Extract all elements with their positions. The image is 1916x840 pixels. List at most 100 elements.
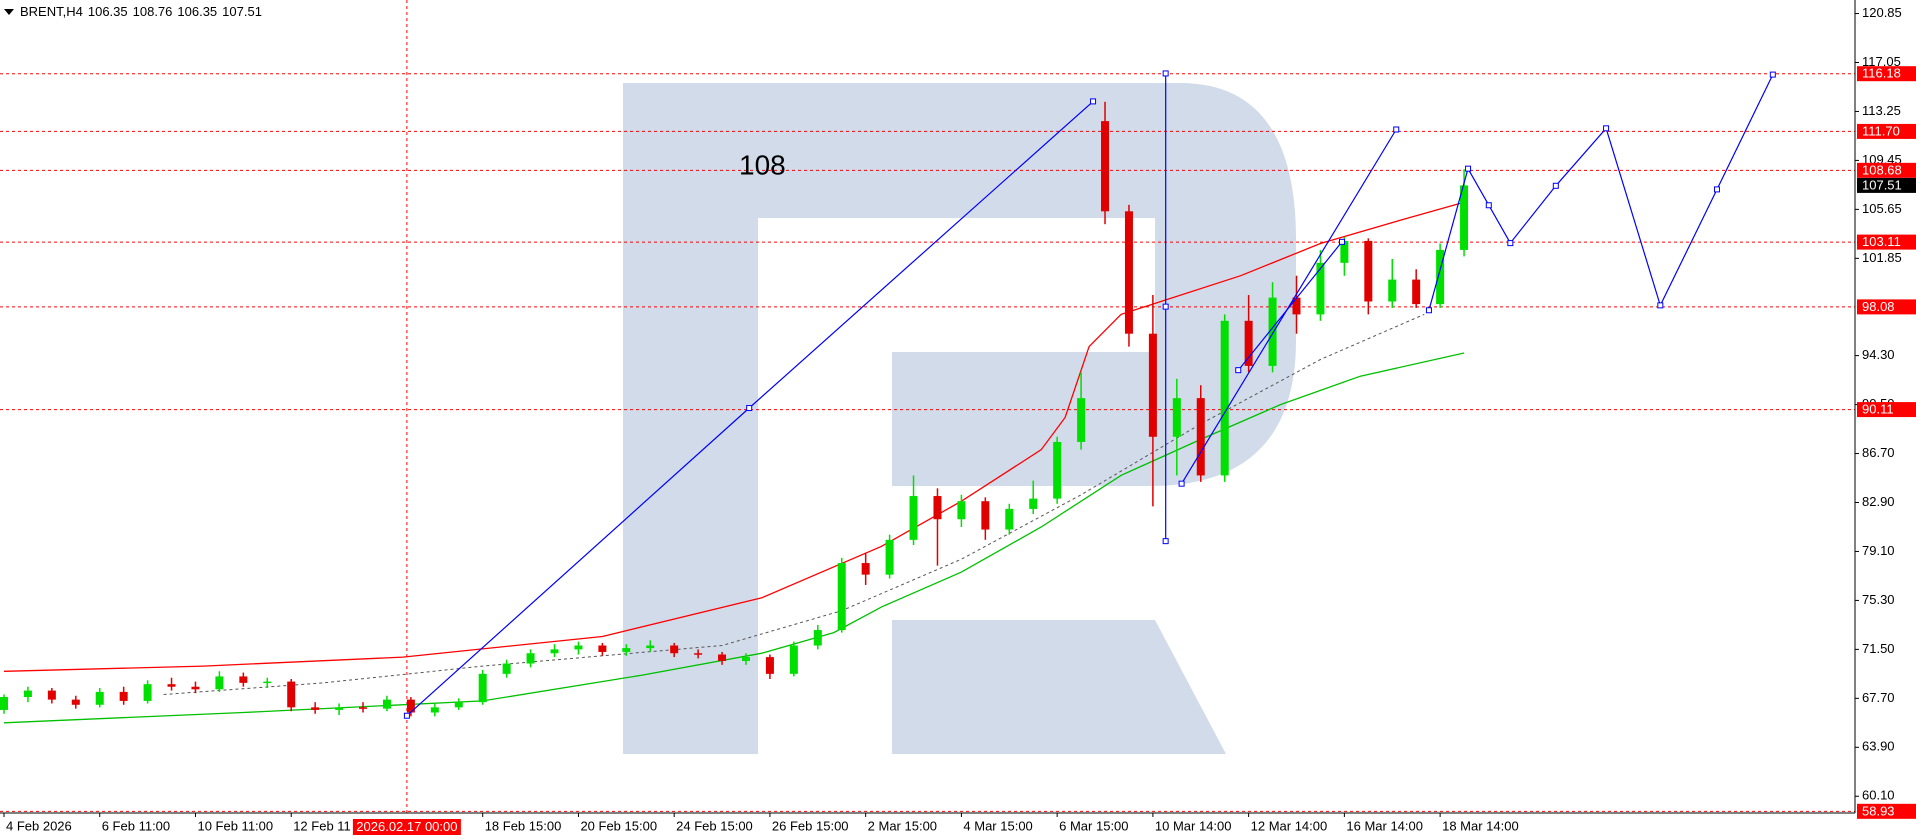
level-label-box (1857, 234, 1916, 250)
candle-body (1029, 498, 1038, 509)
candle-body (1196, 398, 1205, 476)
x-tick-label: 16 Mar 14:00 (1346, 818, 1423, 833)
candle-body (670, 645, 679, 654)
plot-layer (0, 70, 1776, 724)
level-label: 116.18 (1862, 66, 1901, 81)
anchor-point (1603, 125, 1610, 132)
candle-body (909, 496, 918, 540)
candle-body (1077, 398, 1086, 442)
y-tick-label: 71.50 (1862, 641, 1895, 656)
candle-body (813, 630, 822, 646)
anchor-point (1393, 126, 1400, 133)
candle-body (646, 645, 655, 649)
level-label: 58.93 (1862, 803, 1895, 818)
level-label: 90.11 (1862, 402, 1894, 417)
candle-body (837, 563, 846, 631)
candle-body (1412, 279, 1421, 305)
candle-body (1148, 333, 1157, 437)
candle-body (1220, 320, 1229, 476)
x-tick-label: 24 Feb 15:00 (676, 818, 753, 833)
candle-body (406, 699, 415, 713)
annotation: 108 (739, 149, 786, 180)
level-label-box (1857, 803, 1916, 819)
crosshair-label: 2026.02.17 00:00 (356, 819, 457, 834)
candle-body (119, 691, 128, 701)
crosshair-label-box (352, 819, 461, 835)
level-label: 98.08 (1862, 299, 1895, 314)
anchor-point (1178, 480, 1185, 487)
anchor-point (1338, 238, 1345, 245)
x-tick-label: 12 Feb 11 (293, 818, 351, 833)
x-tick-label: 2 Mar 15:00 (868, 818, 937, 833)
candle-body (1172, 398, 1181, 437)
anchor-point (1162, 70, 1169, 77)
candle-body (574, 645, 583, 650)
candle-body (957, 501, 966, 520)
analysis-line (1428, 74, 1774, 311)
y-tick-label: 101.85 (1862, 250, 1902, 265)
candle-body (789, 645, 798, 674)
close-price: 107.51 (222, 4, 262, 19)
watermark-bowl (758, 83, 1296, 486)
candle-body (741, 657, 750, 661)
candle-body (191, 686, 200, 690)
candle-body (23, 690, 32, 698)
candle-body (287, 681, 296, 708)
level-label-box (1857, 299, 1916, 315)
anchor-point (1713, 186, 1720, 193)
candle-body (430, 707, 439, 713)
level-label-box (1857, 123, 1916, 139)
candle-body (861, 563, 870, 575)
anchor-point (1485, 202, 1492, 209)
candle-body (478, 673, 487, 703)
x-tick-label: 6 Mar 15:00 (1059, 818, 1128, 833)
anchor-point (1425, 307, 1432, 314)
current-price-box (1857, 177, 1916, 193)
candle-body (1388, 279, 1397, 302)
level-label: 103.11 (1862, 234, 1901, 249)
y-tick-label: 60.10 (1862, 788, 1895, 803)
x-tick-label: 18 Mar 14:00 (1442, 818, 1519, 833)
anchor-point (1162, 303, 1169, 310)
x-tick-label: 20 Feb 15:00 (580, 818, 657, 833)
y-tick-label: 67.70 (1862, 690, 1895, 705)
candle-body (933, 496, 942, 520)
menu-triangle (4, 8, 14, 15)
candle-body (718, 654, 727, 661)
level-label-box (1857, 402, 1916, 418)
candle-body (1244, 320, 1253, 366)
x-tick-label: 26 Feb 15:00 (772, 818, 849, 833)
x-tick-label: 6 Feb 11:00 (102, 818, 170, 833)
analysis-line (1237, 241, 1343, 371)
candle-body (0, 697, 8, 710)
candle-body (263, 681, 272, 684)
candle-body (622, 648, 631, 652)
candle-body (1124, 211, 1133, 334)
candle-body (1292, 297, 1301, 315)
candle-body (1053, 441, 1062, 499)
open-price: 106.35 (87, 4, 128, 19)
candle-body (1460, 185, 1469, 250)
y-tick-label: 113.25 (1862, 103, 1901, 118)
y-tick-label: 117.05 (1862, 54, 1901, 69)
candle-body (885, 539, 894, 575)
symbol: BRENT,H4 (20, 4, 83, 19)
candle-body (1101, 121, 1110, 212)
anchor-point (1465, 165, 1472, 172)
y-tick-label: 79.10 (1862, 543, 1895, 558)
candle-body (311, 707, 320, 710)
level-label: 108.68 (1862, 162, 1902, 177)
anchor-point (1657, 302, 1664, 309)
anchor-point (403, 712, 410, 719)
x-tick-label: 12 Mar 14:00 (1251, 818, 1328, 833)
y-tick-label: 63.90 (1862, 739, 1895, 754)
anchor-point (1552, 182, 1559, 189)
anchor-point (1090, 98, 1097, 105)
candle-body (239, 676, 248, 683)
x-tick-label: 4 Mar 15:00 (963, 818, 1032, 833)
candle-body (359, 707, 368, 709)
candle-body (981, 501, 990, 530)
current-price-label: 107.51 (1862, 177, 1902, 192)
level-label-box (1857, 66, 1916, 82)
